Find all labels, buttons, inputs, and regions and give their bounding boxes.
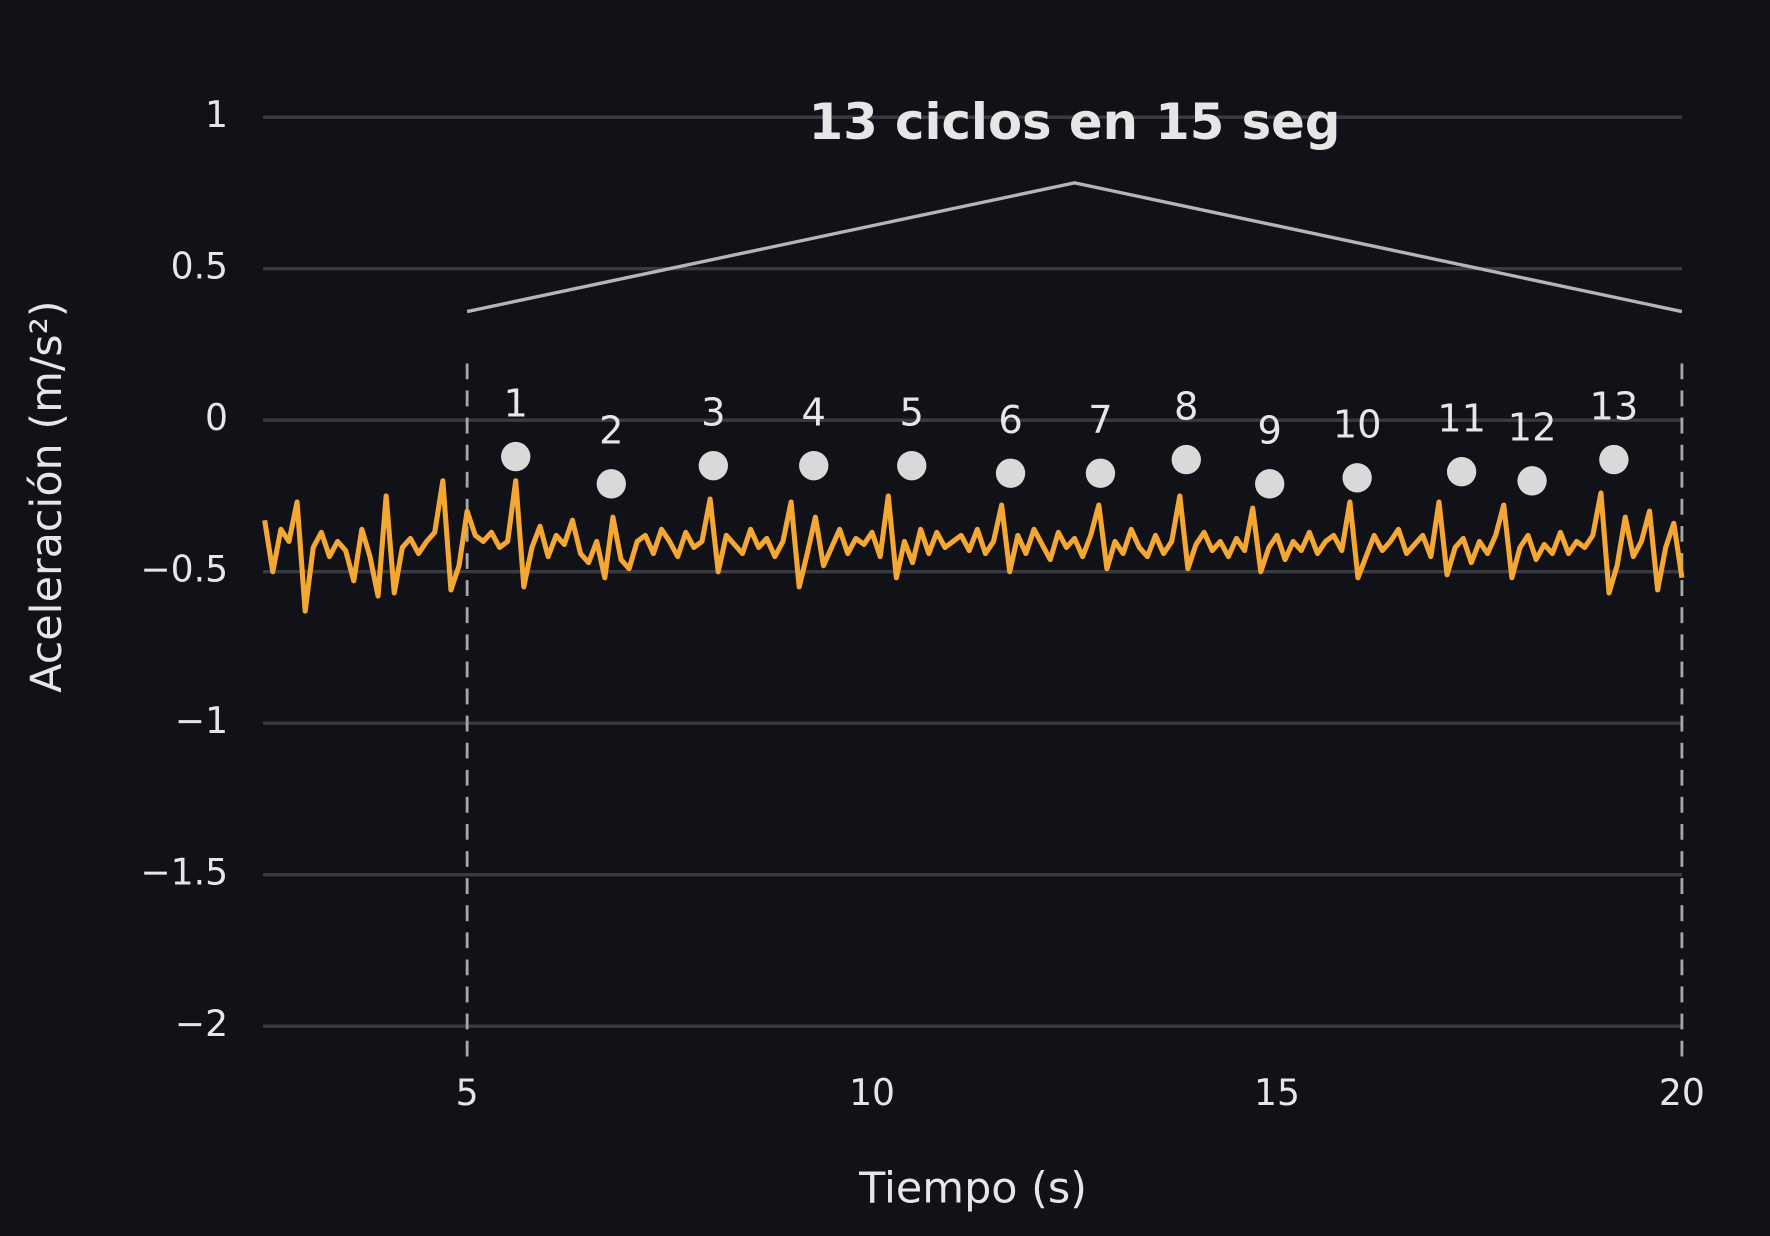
peak-dot [1446,457,1477,487]
peak-label: 3 [701,390,725,435]
y-tick-label: 1 [205,93,228,136]
peak-dot [799,450,829,481]
peak-label: 1 [504,381,528,426]
x-tick-label: 5 [456,1071,479,1114]
peak-label: 12 [1508,406,1557,451]
y-tick-label: −0.5 [140,548,228,591]
peak-dot [1517,466,1547,496]
peak-label: 11 [1437,396,1486,441]
peak-dot [596,469,626,499]
peak-dot [1171,444,1201,475]
signal-line [262,478,1685,614]
y-axis-label: Aceleración (m/s²) [22,300,72,692]
peak-dot [1085,458,1116,488]
peak-label: 4 [802,390,826,435]
peak-dot [1342,463,1372,493]
peak-label: 5 [900,390,924,435]
peak-label: 7 [1088,398,1112,443]
peak-label: 13 [1589,384,1638,429]
peak-label: 2 [599,409,623,454]
x-axis-label: Tiempo (s) [858,1163,1087,1213]
span-bracket [466,181,1683,314]
y-tick-label: −1 [175,699,228,742]
y-tick-label: 0 [205,396,228,439]
peak-label: 6 [998,398,1022,443]
peak-dot [1255,469,1285,499]
peak-label: 9 [1257,409,1281,454]
peak-dot [698,450,729,481]
peak-label: 10 [1333,402,1382,447]
y-tick-label: 0.5 [171,245,228,288]
annotation-title: 13 ciclos en 15 seg [809,93,1341,151]
y-tick-label: −1.5 [140,851,228,894]
x-tick-label: 10 [849,1071,895,1114]
peak-label: 8 [1174,384,1198,429]
peak-dot [501,441,531,472]
y-tick-label: −2 [175,1002,228,1045]
peak-dot [1599,444,1629,475]
x-tick-label: 15 [1254,1071,1300,1114]
x-tick-label: 20 [1659,1071,1705,1114]
peak-dot [897,450,927,481]
peak-dot [995,458,1026,488]
